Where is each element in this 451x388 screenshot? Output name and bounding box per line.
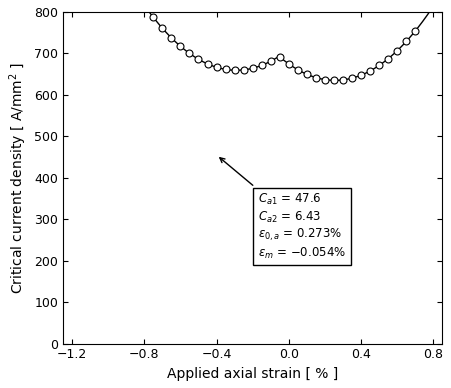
X-axis label: Applied axial strain [ % ]: Applied axial strain [ % ] bbox=[167, 367, 338, 381]
Text: $C_{a1}$ = 47.6
$C_{a2}$ = 6.43
$\varepsilon_{0,a}$ = 0.273%
$\varepsilon_{m}$ =: $C_{a1}$ = 47.6 $C_{a2}$ = 6.43 $\vareps… bbox=[220, 158, 346, 261]
Y-axis label: Critical current density [ A/mm$^2$ ]: Critical current density [ A/mm$^2$ ] bbox=[7, 62, 28, 294]
